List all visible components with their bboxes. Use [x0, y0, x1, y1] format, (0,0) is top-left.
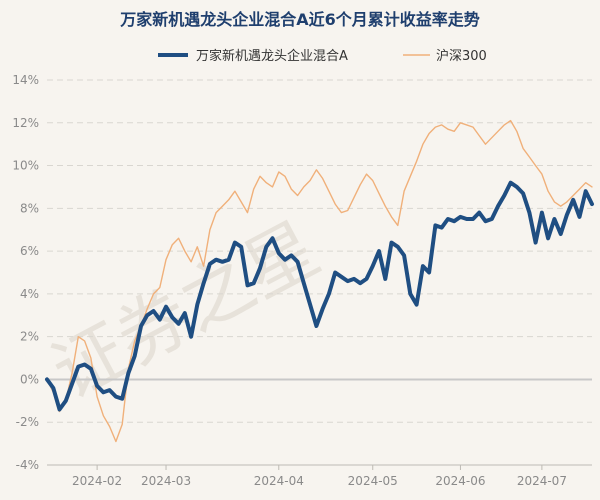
watermark: 证券之星: [39, 206, 333, 415]
y-tick-label: 12%: [12, 116, 39, 130]
y-tick-label: -4%: [16, 458, 39, 472]
y-tick-label: 10%: [12, 159, 39, 173]
x-tick-label: 2024-04: [254, 474, 304, 488]
y-axis: -4% -2% 0% 2% 4% 6% 8% 10% 12% 14%: [12, 73, 39, 472]
x-tick-label: 2024-02: [72, 474, 122, 488]
y-tick-label: -2%: [16, 415, 39, 429]
y-tick-label: 14%: [12, 73, 39, 87]
chart-title: 万家新机遇龙头企业混合A近6个月累计收益率走势: [119, 10, 480, 29]
x-axis: 2024-02 2024-03 2024-04 2024-05 2024-06 2024-…: [47, 464, 592, 488]
legend: 万家新机遇龙头企业混合A 沪深300: [158, 48, 487, 64]
x-tick-label: 2024-07: [517, 474, 567, 488]
y-tick-label: 8%: [20, 201, 39, 215]
series-layer: [45, 119, 594, 443]
y-tick-label: 6%: [20, 244, 39, 258]
series-line-fund: [45, 180, 594, 412]
watermark-text: 证券之星: [39, 206, 333, 415]
x-tick-label: 2024-06: [435, 474, 485, 488]
y-tick-label: 2%: [20, 330, 39, 344]
y-tick-label: 4%: [20, 287, 39, 301]
legend-label-fund: 万家新机遇龙头企业混合A: [196, 48, 348, 64]
x-tick-label: 2024-03: [141, 474, 191, 488]
y-tick-label: 0%: [20, 372, 39, 386]
legend-label-index: 沪深300: [436, 48, 487, 64]
x-tick-label: 2024-05: [348, 474, 398, 488]
